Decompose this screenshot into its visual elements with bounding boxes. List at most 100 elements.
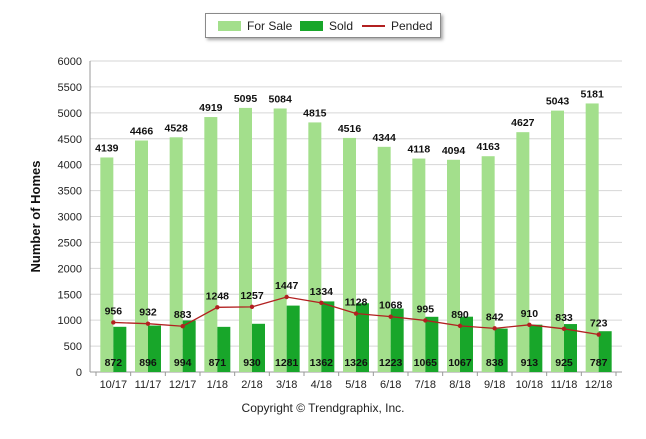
label-for-sale-14: 5181	[580, 88, 604, 100]
x-tick-label-13: 11/18	[551, 379, 578, 391]
label-sold-11: 838	[486, 357, 504, 369]
y-tick-label-5: 2500	[58, 237, 82, 249]
bar-sold-8	[390, 308, 404, 372]
point-pended-14	[596, 332, 601, 337]
legend-label-pended: Pended	[391, 18, 433, 33]
bar-sold-1	[148, 325, 161, 372]
y-tick-label-6: 3000	[58, 212, 82, 224]
bar-for-sale-0	[100, 157, 114, 372]
legend-label-for-sale: For Sale	[247, 18, 293, 33]
label-sold-12: 913	[521, 357, 539, 369]
label-pended-0: 956	[105, 305, 123, 317]
label-for-sale-8: 4344	[372, 132, 396, 144]
label-sold-9: 1065	[414, 357, 438, 369]
point-pended-11	[492, 326, 497, 331]
legend-label-sold: Sold	[329, 18, 354, 33]
x-tick-label-11: 9/18	[484, 379, 505, 391]
label-pended-14: 723	[590, 318, 608, 330]
point-pended-8	[388, 314, 393, 319]
bar-sold-0	[113, 326, 127, 372]
x-tick-label-0: 10/17	[100, 379, 128, 391]
y-axis-title: Number of Homes	[28, 161, 43, 273]
legend-swatch-sold	[300, 20, 323, 31]
label-pended-9: 995	[417, 303, 435, 315]
point-pended-2	[180, 324, 185, 329]
x-tick-label-6: 4/18	[311, 379, 332, 391]
label-pended-12: 910	[521, 308, 539, 320]
label-pended-11: 842	[486, 311, 504, 323]
point-pended-10	[457, 323, 463, 329]
y-tick-label-11: 5500	[58, 82, 82, 94]
x-tick-label-3: 1/18	[207, 379, 228, 391]
label-sold-8: 1223	[379, 357, 403, 369]
y-tick-label-8: 4000	[58, 160, 82, 172]
x-tick-label-5: 3/18	[276, 379, 297, 391]
legend-item-pended: Pended	[362, 14, 432, 37]
y-tick-label-2: 1000	[58, 315, 82, 327]
label-sold-7: 1326	[344, 357, 368, 369]
legend: For Sale Sold Pended	[205, 13, 441, 38]
label-for-sale-12: 4627	[511, 117, 535, 129]
x-tick-label-2: 12/17	[169, 379, 197, 391]
label-sold-2: 994	[174, 357, 192, 369]
bar-sold-9	[425, 316, 439, 372]
bar-for-sale-6	[308, 122, 322, 372]
legend-swatch-for-sale	[218, 20, 241, 31]
bar-sold-7	[356, 303, 369, 372]
copyright-text: Copyright © Trendgraphix, Inc.	[241, 401, 405, 415]
label-sold-13: 925	[555, 357, 573, 369]
bar-for-sale-10	[447, 159, 460, 372]
y-tick-label-12: 6000	[58, 56, 82, 68]
bar-sold-14	[598, 331, 612, 372]
bar-for-sale-2	[169, 137, 183, 372]
x-tick-label-4: 2/18	[241, 379, 262, 391]
label-for-sale-0: 4139	[95, 142, 119, 154]
x-tick-label-7: 5/18	[345, 379, 366, 391]
bar-for-sale-3	[204, 117, 218, 372]
x-tick-label-14: 12/18	[585, 379, 613, 391]
bar-for-sale-12	[516, 132, 530, 372]
bar-sold-2	[182, 320, 196, 372]
label-sold-6: 1362	[310, 357, 334, 369]
bar-for-sale-11	[481, 156, 495, 372]
label-pended-10: 890	[451, 309, 469, 321]
label-for-sale-7: 4516	[338, 123, 362, 135]
label-sold-4: 930	[243, 357, 261, 369]
bar-for-sale-4	[239, 107, 252, 372]
x-tick-label-10: 8/18	[449, 379, 470, 391]
label-for-sale-1: 4466	[130, 126, 154, 138]
y-tick-label-3: 1500	[58, 289, 82, 301]
bar-sold-10	[460, 316, 473, 372]
point-pended-3	[215, 305, 220, 310]
label-sold-3: 871	[209, 357, 227, 369]
point-pended-9	[423, 318, 428, 323]
label-sold-5: 1281	[275, 357, 299, 369]
bar-for-sale-13	[551, 110, 564, 373]
x-tick-label-12: 10/18	[516, 379, 544, 391]
label-for-sale-9: 4118	[407, 144, 430, 156]
point-pended-7	[353, 311, 359, 316]
point-pended-0	[111, 320, 116, 325]
bar-for-sale-14	[585, 103, 599, 372]
point-pended-6	[319, 300, 324, 306]
bar-sold-11	[494, 328, 508, 372]
y-tick-label-9: 4500	[58, 134, 82, 146]
label-for-sale-11: 4163	[476, 141, 500, 153]
bar-sold-5	[286, 305, 300, 372]
legend-swatch-pended	[362, 24, 385, 27]
label-sold-14: 787	[590, 357, 608, 369]
x-tick-label-8: 6/18	[380, 379, 401, 391]
bar-sold-6	[321, 301, 335, 372]
label-sold-1: 896	[139, 357, 157, 369]
label-sold-10: 1067	[448, 357, 472, 369]
label-pended-6: 1334	[310, 286, 334, 298]
label-for-sale-6: 4815	[303, 107, 327, 119]
y-tick-label-4: 2000	[58, 263, 82, 275]
legend-item-for-sale: For Sale	[218, 14, 292, 37]
x-tick-label-9: 7/18	[415, 379, 436, 391]
label-for-sale-10: 4094	[442, 145, 466, 157]
x-tick-label-1: 11/17	[135, 379, 162, 391]
y-tick-label-1: 500	[64, 341, 82, 353]
bar-sold-4	[252, 323, 265, 372]
